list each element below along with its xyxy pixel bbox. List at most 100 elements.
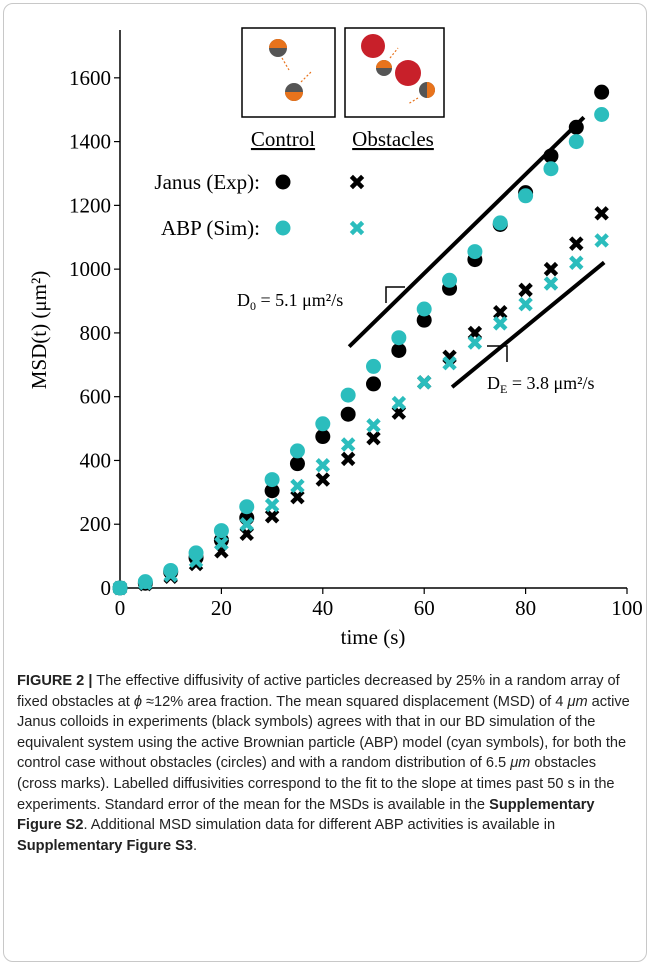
fit-label-rest: = 5.1 μm²/s	[256, 290, 343, 310]
data-point	[340, 387, 356, 403]
data-point	[568, 134, 584, 150]
data-point	[416, 312, 432, 328]
fit-label-sub: E	[500, 382, 507, 396]
y-axis-label: MSD(t) (μm²)	[27, 271, 51, 389]
y-tick-label: 600	[80, 385, 112, 409]
data-point	[264, 509, 280, 524]
data-point	[594, 84, 610, 100]
caption-run: Supplementary Figure S2	[17, 796, 595, 834]
data-point	[569, 255, 584, 270]
y-tick-label: 1000	[69, 257, 111, 281]
legend-marker	[349, 174, 365, 190]
legend-marker	[349, 220, 365, 236]
caption-run: .	[192, 837, 198, 854]
y-tick-label: 1400	[69, 130, 111, 154]
data-point	[543, 148, 559, 164]
data-point	[315, 458, 331, 473]
slope-bracket	[487, 345, 508, 362]
data-point	[391, 330, 407, 346]
x-tick-label: 20	[211, 596, 232, 620]
data-point	[290, 478, 305, 494]
y-tick-label: 1600	[69, 66, 111, 90]
data-point	[492, 215, 508, 231]
data-point	[493, 316, 508, 331]
data-point	[543, 261, 559, 277]
data-point	[594, 106, 610, 122]
legend-row: ABP (Sim):	[161, 216, 260, 240]
data-point	[239, 517, 254, 532]
legend-column: Control	[251, 127, 315, 151]
data-point	[366, 376, 381, 392]
fit-line	[450, 260, 606, 389]
data-point	[340, 437, 356, 452]
data-point	[518, 188, 534, 204]
fit-label: DE = 3.8 μm²/s	[487, 373, 595, 396]
data-point	[493, 304, 508, 320]
data-point	[163, 568, 178, 583]
data-point	[391, 395, 407, 411]
data-point	[467, 335, 483, 350]
caption-run: FIGURE 2 |	[17, 673, 93, 689]
inset-obstacles	[344, 27, 445, 118]
fit-label-main: D	[237, 290, 250, 310]
data-point	[315, 416, 331, 432]
inset-control	[241, 27, 336, 118]
caption-run: obstacles (cross marks). Labelled diffus…	[17, 755, 615, 813]
data-point	[340, 406, 356, 422]
x-tick-label: 60	[414, 596, 435, 620]
data-point	[568, 119, 584, 135]
y-tick-label: 400	[80, 448, 112, 472]
data-point	[442, 355, 457, 371]
data-point	[416, 301, 432, 317]
data-point	[188, 553, 204, 569]
caption-run: ϕ	[133, 693, 142, 710]
caption-run: active Janus colloids in experiments (bl…	[17, 693, 630, 772]
caption-run: . Additional MSD simulation data for dif…	[83, 817, 556, 834]
data-point	[289, 443, 305, 459]
data-point	[416, 375, 432, 390]
x-axis-label: time (s)	[341, 625, 406, 649]
data-point	[213, 523, 229, 539]
fit-label-sub: 0	[250, 299, 256, 313]
data-point	[391, 342, 407, 358]
legend-column: Obstacles	[352, 127, 434, 151]
figure-frame	[3, 3, 647, 962]
caption-run: ≈12% area fraction. The mean squared dis…	[141, 693, 568, 710]
data-point	[366, 418, 381, 433]
x-tick-label: 100	[611, 596, 643, 620]
chart: time (s) MSD(t) (μm²) 020040060080010001…	[27, 27, 643, 649]
fit-label-main: D	[487, 373, 500, 393]
legend-marker	[275, 174, 291, 190]
data-point	[518, 297, 533, 312]
data-point	[289, 456, 305, 472]
data-point	[442, 272, 458, 288]
data-point	[315, 472, 331, 487]
data-point	[239, 499, 255, 515]
y-tick-label: 800	[80, 321, 112, 345]
data-point	[315, 429, 331, 445]
data-point	[264, 472, 280, 488]
fit-label-rest: = 3.8 μm²/s	[507, 373, 594, 393]
data-point	[138, 576, 153, 591]
data-point	[543, 161, 559, 177]
data-point	[340, 451, 356, 467]
data-point	[214, 536, 229, 551]
data-point	[594, 206, 609, 221]
fit-label: D0 = 5.1 μm²/s	[237, 290, 343, 313]
data-point	[264, 497, 280, 513]
caption: FIGURE 2 | The effective diffusivity of …	[17, 671, 633, 856]
y-tick-label: 1200	[69, 193, 111, 217]
data-point	[112, 580, 128, 596]
data-point	[290, 489, 305, 505]
y-tick-label: 0	[101, 576, 112, 600]
data-point	[366, 430, 381, 446]
data-point	[188, 556, 204, 572]
caption-run: The effective diffusivity of active part…	[17, 673, 620, 710]
data-point	[467, 244, 483, 260]
slope-bracket	[385, 286, 405, 303]
x-tick-label: 40	[312, 596, 333, 620]
x-tick-label: 80	[515, 596, 536, 620]
y-tick-label: 200	[80, 512, 112, 536]
data-point	[366, 358, 381, 374]
